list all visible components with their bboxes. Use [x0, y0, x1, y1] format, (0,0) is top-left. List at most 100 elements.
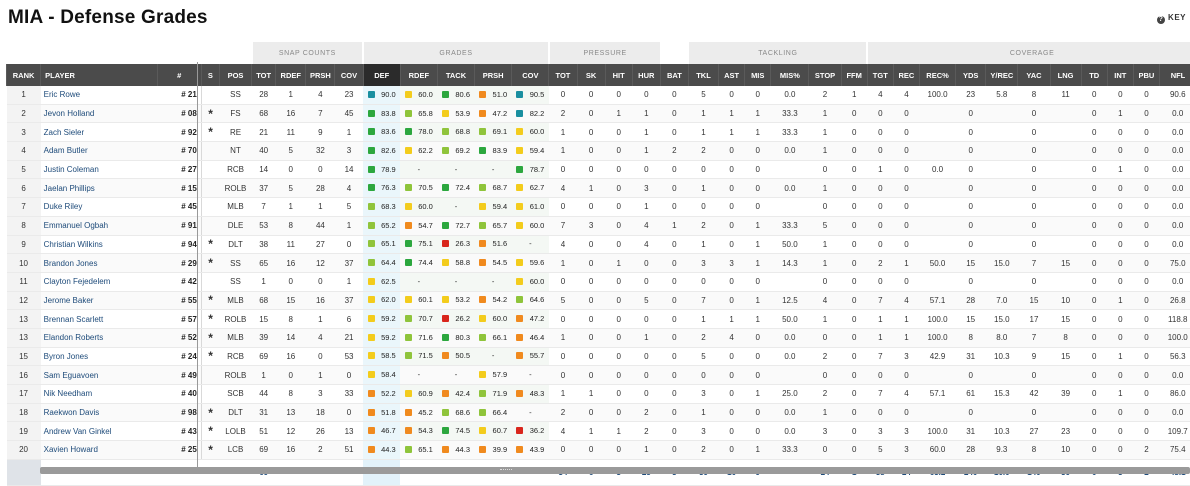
player-name-link[interactable]: Zach Sieler	[41, 123, 158, 142]
player-name-link[interactable]: Adam Butler	[41, 142, 158, 161]
player-name-link[interactable]: Eric Rowe	[41, 86, 158, 104]
col-header-cov-8[interactable]: COV	[335, 64, 363, 86]
grade-value: 47.2	[530, 314, 545, 323]
col-header-nfl-35[interactable]: NFL	[1159, 64, 1190, 86]
player-name-link[interactable]: Elandon Roberts	[41, 328, 158, 347]
col-header-rec-26[interactable]: REC	[893, 64, 919, 86]
col-header-mis-21[interactable]: MIS	[745, 64, 771, 86]
pressure-cell: 0	[660, 328, 688, 347]
col-header-rec--27[interactable]: REC%	[919, 64, 955, 86]
jersey-number: # 45	[157, 198, 201, 217]
col-header-prsh-12[interactable]: PRSH	[475, 64, 512, 86]
col-header-int-33[interactable]: INT	[1107, 64, 1133, 86]
col-header-tot-14[interactable]: TOT	[549, 64, 577, 86]
rank-cell: 18	[7, 403, 41, 422]
player-name-link[interactable]: Byron Jones	[41, 347, 158, 366]
col-header-sk-15[interactable]: SK	[577, 64, 605, 86]
player-name-link[interactable]: Jevon Holland	[41, 104, 158, 123]
player-name-link[interactable]: Brandon Jones	[41, 254, 158, 273]
col-header-ffm-24[interactable]: FFM	[841, 64, 867, 86]
player-name-link[interactable]: Justin Coleman	[41, 160, 158, 179]
player-name-link[interactable]: Emmanuel Ogbah	[41, 216, 158, 235]
col-header-stop-23[interactable]: STOP	[809, 64, 841, 86]
grade-cell: 59.4	[475, 198, 512, 217]
col-header-y-rec-29[interactable]: Y/REC	[986, 64, 1018, 86]
grade-cell: 62.7	[512, 179, 549, 198]
snap-cov-cell: 0	[335, 366, 363, 385]
grade-badge: 66.1	[476, 332, 510, 344]
coverage-cell	[1050, 160, 1081, 179]
grade-cell: 90.5	[512, 86, 549, 104]
coverage-cell: 0	[1018, 403, 1050, 422]
col-header-lng-31[interactable]: LNG	[1050, 64, 1081, 86]
tackling-cell: 1	[841, 86, 867, 104]
col-header-tkl-19[interactable]: TKL	[688, 64, 718, 86]
key-button[interactable]: ?KEY	[1157, 13, 1186, 24]
player-name-link[interactable]: Christian Wilkins	[41, 235, 158, 254]
col-header-bat-18[interactable]: BAT	[660, 64, 688, 86]
player-name-link[interactable]: Jaelan Phillips	[41, 179, 158, 198]
col-header-prsh-7[interactable]: PRSH	[306, 64, 335, 86]
grade-color-swatch	[479, 91, 486, 98]
player-name-link[interactable]: Clayton Fejedelem	[41, 272, 158, 291]
horizontal-scrollbar[interactable]	[40, 467, 1190, 474]
col-header-yac-30[interactable]: YAC	[1018, 64, 1050, 86]
player-name-link[interactable]: Sam Eguavoen	[41, 366, 158, 385]
col-header-tot-5[interactable]: TOT	[252, 64, 276, 86]
col-header-ast-20[interactable]: AST	[719, 64, 745, 86]
col-header-rdef-6[interactable]: RDEF	[276, 64, 306, 86]
player-name-link[interactable]: Duke Riley	[41, 198, 158, 217]
col-header-rank-0[interactable]: RANK	[7, 64, 41, 86]
coverage-cell	[919, 198, 955, 217]
col-header-pbu-34[interactable]: PBU	[1133, 64, 1159, 86]
col-header-pos-4[interactable]: POS	[219, 64, 251, 86]
jersey-number: # 42	[157, 272, 201, 291]
scrollbar-grip[interactable]	[500, 469, 512, 472]
col-header-rdef-10[interactable]: RDEF	[400, 64, 437, 86]
col-header---2[interactable]: #	[157, 64, 201, 86]
player-name-link[interactable]: Raekwon Davis	[41, 403, 158, 422]
grade-badge: 53.2	[439, 294, 473, 306]
grade-cell: 72.4	[437, 179, 474, 198]
col-header-s-3[interactable]: S	[201, 64, 219, 86]
col-header-player-1[interactable]: PLAYER	[41, 64, 158, 86]
col-header-hur-17[interactable]: HUR	[632, 64, 660, 86]
col-header-td-32[interactable]: TD	[1081, 64, 1107, 86]
col-header-yds-28[interactable]: YDS	[956, 64, 986, 86]
col-header-def-9[interactable]: DEF	[363, 64, 400, 86]
col-header-mis--22[interactable]: MIS%	[771, 64, 809, 86]
player-name-link[interactable]: Andrew Van Ginkel	[41, 422, 158, 441]
tackling-cell: 12.5	[771, 291, 809, 310]
col-header-tack-11[interactable]: TACK	[437, 64, 474, 86]
grade-badge: 51.0	[476, 89, 510, 101]
col-header-cov-13[interactable]: COV	[512, 64, 549, 86]
player-name-link[interactable]: Nik Needham	[41, 385, 158, 404]
player-name-link[interactable]: Brennan Scarlett	[41, 310, 158, 329]
player-name-link[interactable]: Jerome Baker	[41, 291, 158, 310]
player-name-link[interactable]: Xavien Howard	[41, 441, 158, 460]
pressure-cell: 1	[632, 441, 660, 460]
grade-cell: 62.0	[363, 291, 400, 310]
col-header-tgt-25[interactable]: TGT	[867, 64, 893, 86]
col-header-hit-16[interactable]: HIT	[605, 64, 632, 86]
